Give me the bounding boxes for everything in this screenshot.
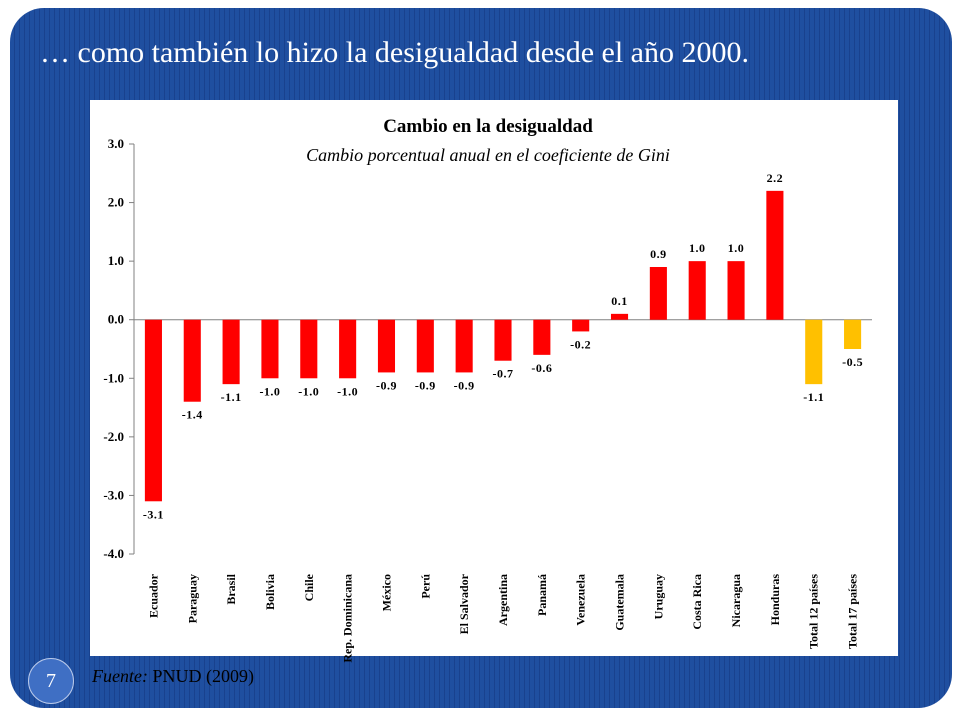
category-label: Costa Rica — [690, 574, 704, 630]
data-label: -0.2 — [570, 337, 591, 351]
category-label: Venezuela — [574, 574, 588, 626]
y-tick-label: 1.0 — [108, 253, 124, 268]
data-label: 0.9 — [650, 247, 667, 261]
chart-title: Cambio en la desigualdad — [383, 116, 593, 137]
data-label: -0.9 — [454, 378, 475, 392]
data-label: 1.0 — [689, 241, 706, 255]
category-label: Nicaragua — [729, 574, 743, 627]
chart: Cambio en la desigualdad Cambio porcentu… — [90, 100, 898, 663]
bar — [377, 319, 396, 373]
category-label: Total 12 países — [807, 574, 821, 649]
category-label: El Salvador — [457, 573, 471, 634]
bar — [183, 319, 201, 402]
bar — [339, 319, 357, 379]
data-label: -1.0 — [259, 384, 280, 398]
data-label: -1.4 — [182, 408, 203, 422]
data-label: -0.6 — [531, 361, 552, 375]
source-text: PNUD (2009) — [152, 666, 254, 686]
x-axis-labels: Ecuador Paraguay Brasil Bolivia Chile Rep. Do… — [146, 573, 859, 662]
bar — [649, 267, 667, 320]
y-tick-label: 0.0 — [108, 312, 124, 327]
bar — [533, 319, 551, 355]
data-label: -0.5 — [842, 355, 863, 369]
y-tick-label: -4.0 — [103, 546, 124, 561]
bar — [766, 190, 784, 320]
bar — [494, 319, 512, 361]
source-note: Fuente: PNUD (2009) — [92, 666, 254, 687]
bar — [300, 319, 318, 379]
bar — [222, 319, 240, 385]
category-label: Rep. Dominicana — [341, 574, 355, 663]
bar — [727, 261, 745, 320]
slide-title: … como también lo hizo la desigualdad de… — [40, 36, 749, 69]
category-label: Paraguay — [185, 574, 199, 623]
category-label: México — [379, 574, 393, 611]
category-label: Uruguay — [651, 574, 665, 619]
y-tick-label: -3.0 — [103, 487, 124, 502]
bar — [805, 319, 823, 385]
data-label: -1.1 — [221, 390, 242, 404]
category-label: Honduras — [768, 574, 782, 626]
data-label: -1.1 — [803, 390, 824, 404]
bar-series: -3.1 -1.4 -1.1 -1.0 -1.0 -1.0 -0.9 -0.9 -0.9 -0.7… — [143, 171, 863, 521]
data-label: -0.7 — [493, 367, 514, 381]
y-tick-label: -2.0 — [103, 429, 124, 444]
data-label: -3.1 — [143, 507, 164, 521]
category-label: Chile — [302, 573, 316, 601]
category-label: Bolivia — [263, 574, 277, 610]
bar — [455, 319, 473, 373]
data-label: 1.0 — [728, 241, 745, 255]
category-label: Guatemala — [613, 574, 627, 631]
y-tick-label: -1.0 — [103, 370, 124, 385]
category-label: Panamá — [535, 574, 549, 616]
bar — [144, 319, 162, 502]
bar — [610, 313, 629, 320]
data-label: -0.9 — [415, 378, 436, 392]
slide-number: 7 — [28, 658, 74, 704]
category-label: Argentina — [496, 574, 510, 626]
category-label: Brasil — [224, 573, 238, 604]
data-label: -0.9 — [376, 378, 397, 392]
bar — [416, 319, 434, 373]
category-label: Perú — [418, 574, 432, 599]
data-label: 0.1 — [611, 294, 628, 308]
bar — [261, 319, 279, 379]
data-label: 2.2 — [767, 171, 784, 185]
data-label: -1.0 — [337, 384, 358, 398]
bar — [844, 319, 862, 349]
y-tick-label: 3.0 — [108, 136, 124, 151]
source-label: Fuente: — [92, 666, 148, 686]
bar — [688, 261, 706, 320]
category-label: Total 17 países — [846, 574, 860, 649]
y-tick-label: 2.0 — [108, 195, 124, 210]
chart-subtitle: Cambio porcentual anual en el coeficient… — [306, 145, 670, 165]
slide: … como también lo hizo la desigualdad de… — [10, 8, 952, 708]
bar — [572, 319, 590, 332]
data-label: -1.0 — [298, 384, 319, 398]
category-label: Ecuador — [146, 573, 160, 618]
